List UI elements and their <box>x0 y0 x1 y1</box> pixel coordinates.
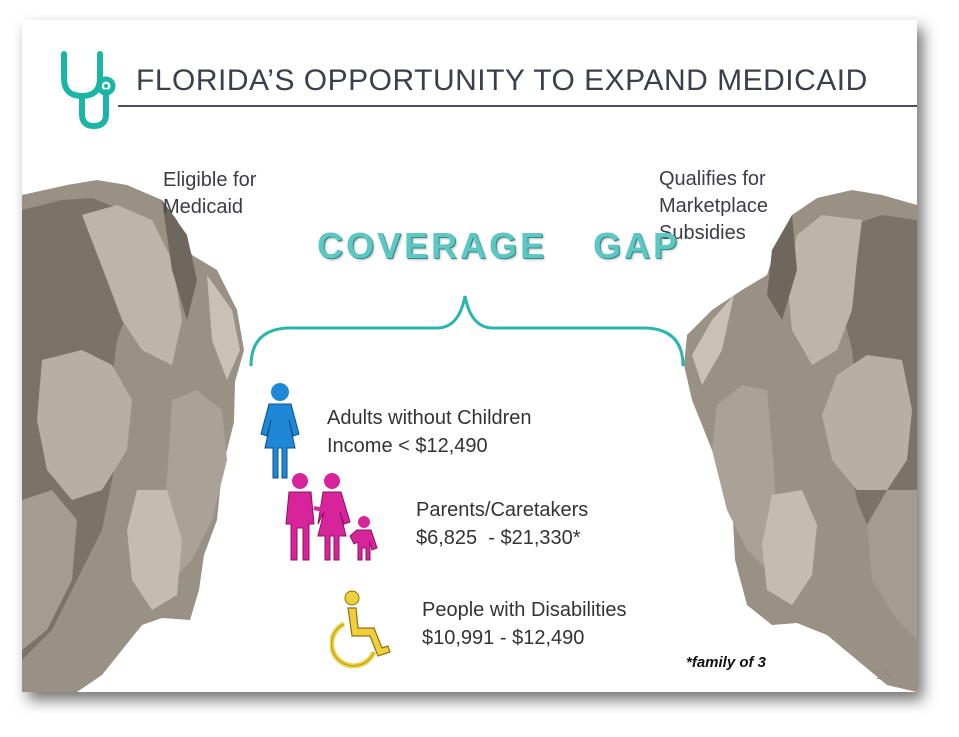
marketplace-label: Qualifies for Marketplace Subsidies <box>659 166 768 247</box>
coverage-gap-title: COVERAGE GAP <box>317 225 681 266</box>
medicaid-label-line2: Medicaid <box>163 196 244 218</box>
stethoscope-icon <box>61 51 116 130</box>
curly-brace-icon <box>249 295 685 367</box>
adults-group-title: Adults without Children <box>327 407 532 429</box>
left-cliff-icon <box>22 180 244 692</box>
family-icon <box>285 473 378 561</box>
medicaid-label: Eligible for Medicaid <box>163 167 256 221</box>
disabilities-group-text: People with Disabilities $10,991 - $12,4… <box>422 596 627 652</box>
adults-group-text: Adults without Children Income < $12,490 <box>327 404 532 460</box>
disabilities-group-income: $10,991 - $12,490 <box>422 627 585 649</box>
marketplace-label-line2: Marketplace <box>659 195 768 217</box>
marketplace-label-line1: Qualifies for <box>659 168 766 190</box>
page-number: 15 <box>876 667 891 682</box>
cliffs-illustration <box>22 180 917 692</box>
footnote: *family of 3 <box>686 654 767 671</box>
parents-group-title: Parents/Caretakers <box>416 499 589 521</box>
parents-group-income: $6,825 - $21,330* <box>416 527 581 549</box>
disabilities-group-title: People with Disabilities <box>422 599 627 621</box>
adults-group-income: Income < $12,490 <box>327 435 488 457</box>
parents-group-text: Parents/Caretakers $6,825 - $21,330* <box>416 496 588 552</box>
slide: FLORIDA’S OPPORTUNITY TO EXPAND MEDICAID… <box>22 20 917 692</box>
marketplace-label-line3: Subsidies <box>659 222 746 244</box>
page-title: FLORIDA’S OPPORTUNITY TO EXPAND MEDICAID <box>136 64 868 97</box>
right-cliff-icon <box>684 190 917 692</box>
title-divider <box>118 105 917 107</box>
adult-person-icon <box>260 383 300 479</box>
wheelchair-icon <box>330 590 391 668</box>
medicaid-label-line1: Eligible for <box>163 169 257 191</box>
